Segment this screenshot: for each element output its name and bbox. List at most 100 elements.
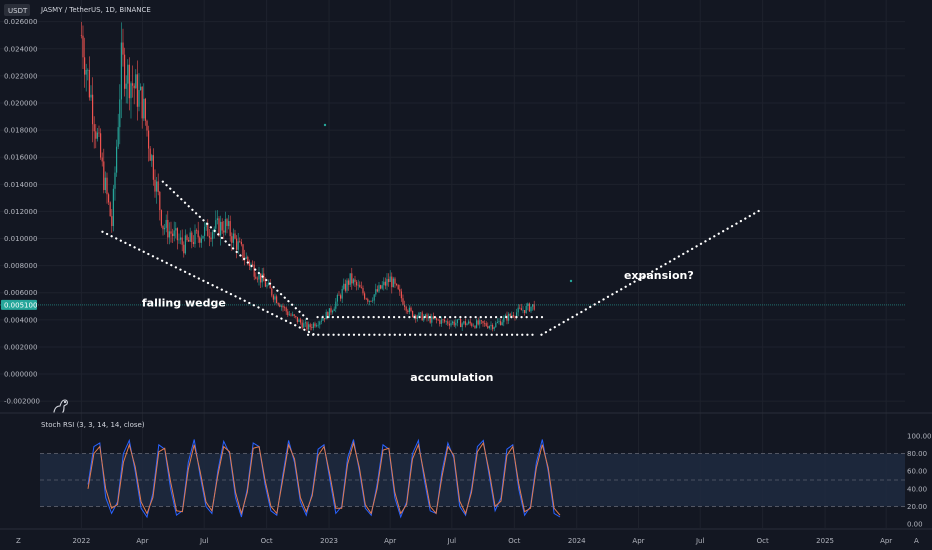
- candle-body: [472, 325, 474, 327]
- candle-body: [323, 318, 326, 320]
- candle-body: [203, 226, 206, 236]
- grid: [0, 0, 905, 528]
- candle-body: [115, 146, 118, 173]
- candle-body: [517, 307, 519, 313]
- price-tick-label: 0.004000: [4, 316, 37, 324]
- candle-body: [512, 315, 514, 317]
- candle-body: [232, 233, 234, 243]
- price-tick-label: 0.014000: [4, 181, 37, 189]
- candle-body: [127, 64, 129, 84]
- candle-body: [394, 278, 396, 284]
- auto-scale-toggle[interactable]: A: [914, 537, 919, 545]
- candle-body: [488, 326, 490, 329]
- candle-body: [99, 133, 102, 158]
- candle-body: [530, 306, 532, 312]
- candle-body: [496, 322, 498, 323]
- candle-body: [255, 276, 257, 279]
- candle-body: [333, 308, 335, 311]
- candle-body: [485, 323, 487, 326]
- candle-body: [306, 322, 308, 330]
- candle-body: [320, 320, 322, 322]
- candle-body: [293, 314, 295, 316]
- dino-logo-icon: [53, 399, 68, 414]
- candle-body: [95, 131, 97, 139]
- candle-body: [162, 225, 164, 230]
- candle-body: [147, 130, 150, 149]
- candle-body: [253, 264, 255, 277]
- currency-badge[interactable]: [4, 4, 30, 16]
- candle-body: [195, 230, 198, 231]
- candle-body: [343, 283, 345, 289]
- candle-body: [290, 314, 292, 316]
- candle-body: [82, 35, 84, 58]
- candle-body: [235, 238, 238, 250]
- candle-body: [445, 321, 447, 322]
- price-tick-label: 0.006000: [4, 289, 37, 297]
- candle-body: [423, 316, 425, 321]
- indicator-title: Stoch RSI (3, 3, 14, 14, close): [41, 421, 145, 429]
- candle-body: [440, 319, 442, 324]
- candle-body: [407, 310, 409, 313]
- timezone-toggle[interactable]: Z: [16, 537, 21, 545]
- current-price-badge: [1, 299, 37, 310]
- candle-body: [261, 273, 263, 283]
- candle-body: [274, 296, 276, 300]
- candle-body: [314, 323, 316, 327]
- candle-body: [181, 237, 183, 245]
- candle-body: [504, 315, 506, 318]
- stoch-tick-label: 40.00: [907, 485, 927, 493]
- candle-body: [152, 155, 154, 180]
- time-axis[interactable]: 2022 Apr Jul Oct 2023 Apr Jul Oct 2024 Apr Jul Oct 2…: [72, 537, 892, 545]
- candle-body: [322, 318, 324, 321]
- candle-body: [197, 230, 199, 238]
- candle-body: [227, 221, 230, 227]
- candle-body: [176, 228, 178, 241]
- candle-body: [384, 281, 386, 286]
- candle-body: [248, 261, 250, 266]
- candle-body: [309, 324, 311, 328]
- candle-body: [307, 324, 310, 330]
- candle-body: [199, 237, 201, 243]
- candle-body: [490, 324, 492, 327]
- candle-body: [448, 323, 450, 326]
- candle-body: [523, 310, 526, 313]
- candle-body: [183, 244, 185, 254]
- candle-body: [179, 237, 182, 240]
- candle-body: [331, 310, 334, 313]
- candle-body: [368, 300, 370, 302]
- trendline-drawings[interactable]: [101, 180, 764, 338]
- candle-body: [519, 307, 521, 309]
- candle-body: [256, 278, 258, 280]
- stoch-tick-label: 100.00: [907, 433, 932, 441]
- candle-body: [192, 242, 194, 245]
- current-price-value: 0.005100: [4, 301, 37, 309]
- candle-body: [271, 288, 273, 296]
- candle-body: [178, 239, 180, 241]
- candle-body: [451, 321, 454, 324]
- candle-body: [146, 120, 148, 131]
- candle-body: [437, 319, 439, 321]
- candle-body: [215, 220, 217, 229]
- candle-body: [357, 284, 359, 286]
- candle-body: [122, 42, 124, 55]
- candle-body: [167, 219, 169, 238]
- candle-body: [354, 279, 356, 282]
- candle-body: [109, 202, 111, 217]
- candle-body: [456, 319, 458, 324]
- candle-body: [413, 315, 415, 317]
- candle-body: [528, 303, 530, 312]
- candle-body: [520, 308, 522, 311]
- candle-body: [277, 303, 279, 305]
- price-tick-label: 0.016000: [4, 154, 37, 162]
- candle-body: [194, 230, 196, 245]
- price-tick-label: 0.000000: [4, 371, 37, 379]
- candle-body: [299, 319, 302, 323]
- candle-body: [304, 322, 306, 324]
- candle-body: [501, 322, 503, 326]
- candle-body: [363, 293, 366, 299]
- price-axis[interactable]: 0.026000 0.024000 0.022000 0.020000 0.018000…: [4, 18, 40, 405]
- candle-body: [104, 177, 106, 191]
- time-tick-label: Apr: [632, 537, 644, 545]
- stoch-axis[interactable]: 100.00 80.00 60.00 40.00 20.00 0.00: [907, 433, 932, 529]
